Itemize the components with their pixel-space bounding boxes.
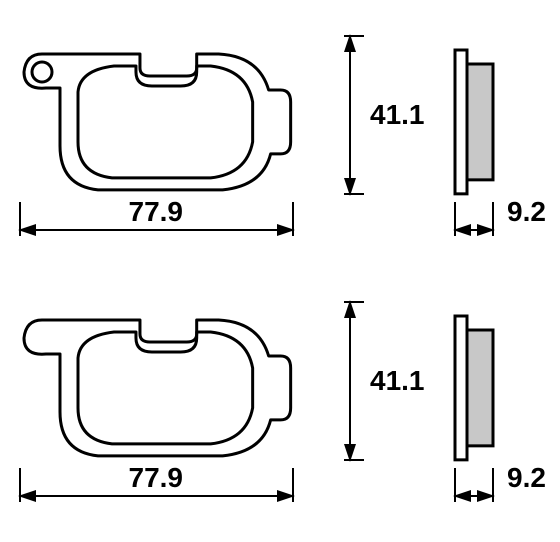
dimension-label: 41.1 xyxy=(370,99,425,131)
technical-drawing xyxy=(0,0,560,542)
dimension-label: 41.1 xyxy=(370,365,425,397)
dimension-label: 77.9 xyxy=(129,196,184,228)
dimension-label: 77.9 xyxy=(129,462,184,494)
dimension-label: 9.2 xyxy=(507,462,546,494)
dimension-label: 9.2 xyxy=(507,196,546,228)
